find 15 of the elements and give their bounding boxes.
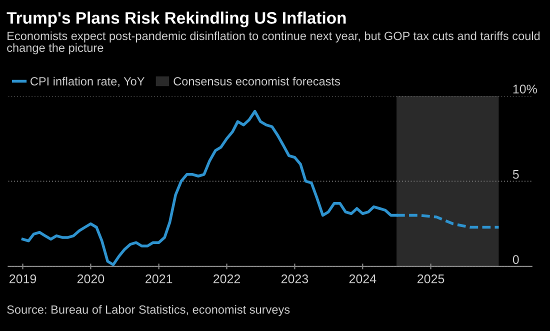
y-tick-label: 5 [512,170,519,179]
x-tick-label: 2022 [214,274,240,284]
chart-subtitle: Economists expect post-pandemic disinflation to continue next year, but GOP tax cuts and tariffs could change the picture [7,31,540,54]
chart-title: Trump's Plans Risk Rekindling US Inflation [6,12,346,28]
y-tick-label: 10% [513,84,537,94]
x-tick-label: 2025 [418,274,444,284]
x-tick-label: 2023 [281,274,308,284]
x-tick-label: 2021 [146,274,172,284]
x-tick-label: 2020 [77,274,104,284]
legend-label: CPI inflation rate, YoY [30,76,145,87]
x-tick-label: 2019 [9,274,36,284]
y-tick-label: 0 [512,255,519,264]
x-tick-label: 2024 [349,274,376,284]
source-note: Source: Bureau of Labor Statistics, economist surveys [7,305,290,316]
legend-label: Consensus economist forecasts [174,76,340,86]
